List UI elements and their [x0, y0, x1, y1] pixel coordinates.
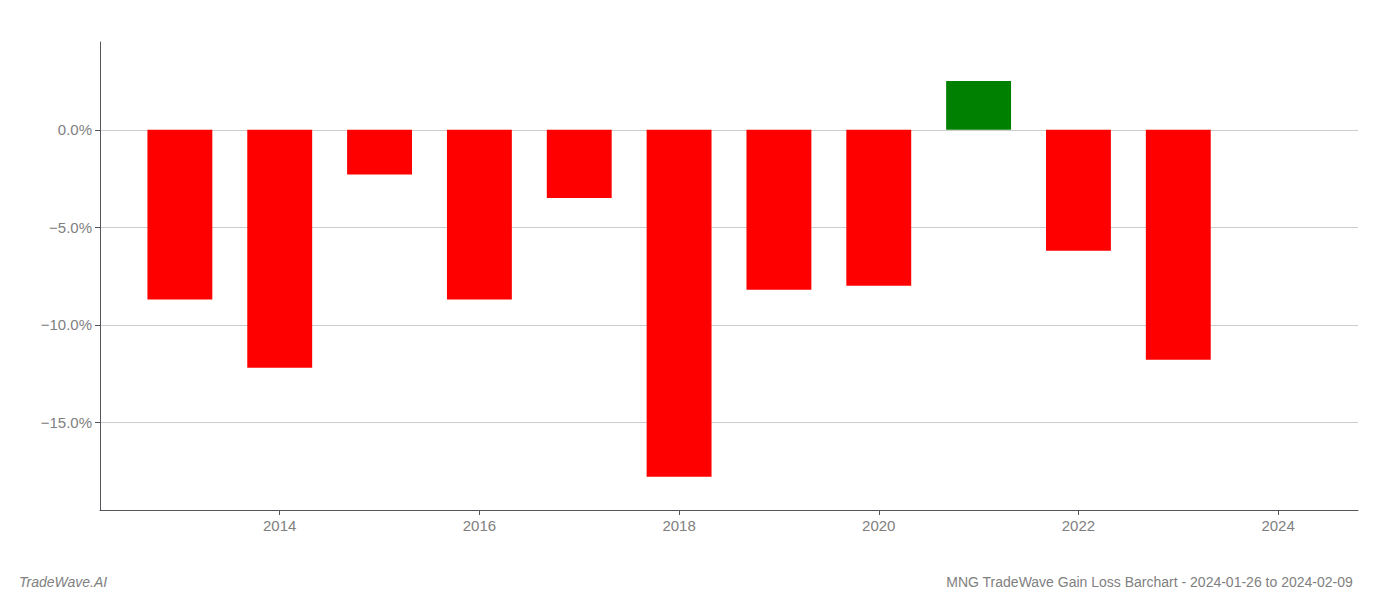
svg-text:2020: 2020: [862, 517, 895, 534]
svg-text:−10.0%: −10.0%: [41, 316, 92, 333]
svg-text:2024: 2024: [1261, 517, 1294, 534]
svg-text:TradeWave.AI: TradeWave.AI: [19, 574, 107, 590]
svg-text:0.0%: 0.0%: [58, 121, 92, 138]
svg-text:2016: 2016: [463, 517, 496, 534]
svg-text:MNG TradeWave Gain Loss Barcha: MNG TradeWave Gain Loss Barchart - 2024-…: [946, 574, 1353, 590]
svg-text:−15.0%: −15.0%: [41, 414, 92, 431]
svg-text:2014: 2014: [263, 517, 296, 534]
svg-text:2018: 2018: [662, 517, 695, 534]
svg-text:2022: 2022: [1062, 517, 1095, 534]
svg-text:−5.0%: −5.0%: [49, 219, 92, 236]
